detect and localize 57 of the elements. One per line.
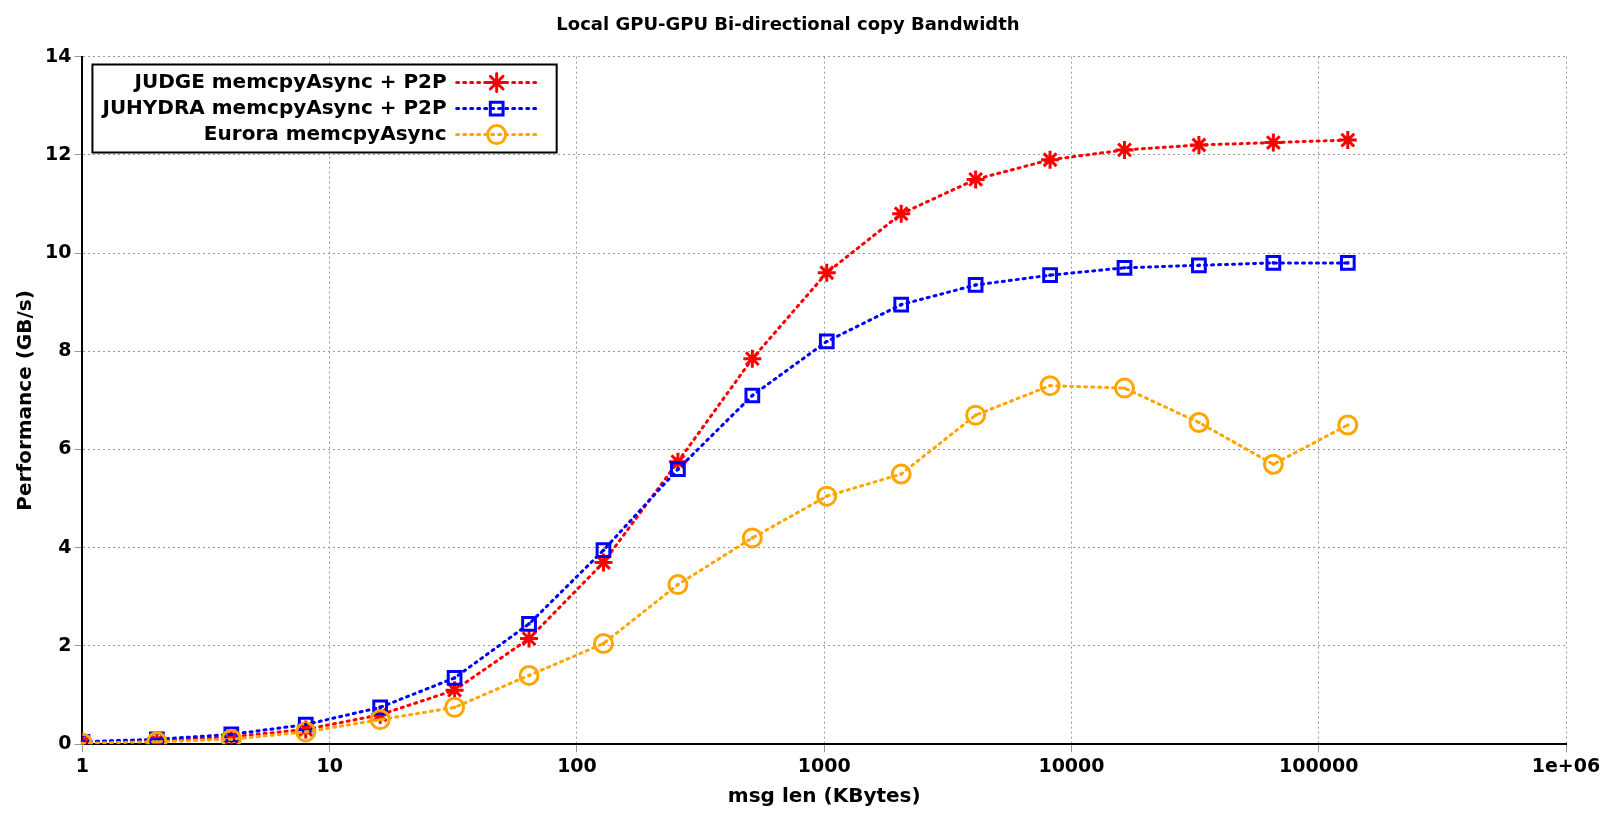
point	[521, 616, 537, 632]
point	[444, 696, 466, 718]
x-tick-label: 100	[557, 753, 597, 776]
legend-label: JUHYDRA memcpyAsync + P2P	[100, 94, 447, 119]
point	[1191, 257, 1207, 274]
point	[1188, 412, 1210, 433]
point	[670, 461, 686, 478]
x-tick-label: 1e+06	[1531, 753, 1601, 776]
y-tick-label: 10	[44, 239, 72, 262]
point	[818, 333, 835, 350]
chart-title: Local GPU-GPU Bi-directional copy Bandwidth	[556, 13, 1020, 35]
point	[744, 387, 761, 404]
point	[446, 670, 463, 686]
point	[1042, 267, 1058, 284]
point	[965, 404, 987, 426]
point	[1337, 414, 1359, 436]
point	[1039, 149, 1061, 171]
point	[1265, 255, 1282, 271]
point	[1262, 132, 1284, 154]
point	[1114, 377, 1135, 399]
point	[1339, 255, 1356, 271]
point	[1039, 375, 1061, 397]
y-tick-label: 2	[58, 632, 72, 655]
point	[741, 348, 763, 370]
y-tick-label: 14	[44, 43, 72, 66]
point	[1337, 129, 1359, 151]
point	[890, 203, 912, 225]
point	[965, 168, 987, 190]
point	[592, 633, 614, 655]
point	[816, 485, 838, 507]
point	[1116, 259, 1133, 276]
point	[967, 277, 984, 293]
x-tick-label: 100000	[1279, 753, 1359, 776]
point	[890, 463, 912, 485]
y-axis-title: Performance (GB/s)	[12, 290, 37, 511]
point	[1114, 139, 1135, 161]
y-tick-label: 0	[58, 731, 72, 754]
x-axis-title: msg len (KBytes)	[727, 783, 921, 808]
x-tick-label: 1	[75, 753, 90, 776]
legend-label: JUDGE memcpyAsync + P2P	[132, 68, 447, 93]
point	[595, 542, 612, 559]
x-tick-label: 10	[316, 753, 343, 776]
y-tick-label: 8	[58, 338, 72, 361]
point	[369, 709, 391, 731]
legend-label: Eurora memcpyAsync	[203, 120, 447, 145]
point	[816, 262, 838, 284]
point	[667, 574, 689, 596]
x-tick-label: 10000	[1038, 753, 1105, 776]
point	[518, 664, 540, 686]
point	[1262, 453, 1284, 475]
y-tick-label: 12	[44, 141, 72, 164]
point	[1188, 134, 1210, 156]
y-tick-label: 6	[58, 436, 72, 459]
y-tick-label: 4	[58, 534, 72, 557]
point	[741, 527, 763, 549]
x-tick-label: 1000	[797, 753, 851, 776]
point	[893, 296, 910, 313]
